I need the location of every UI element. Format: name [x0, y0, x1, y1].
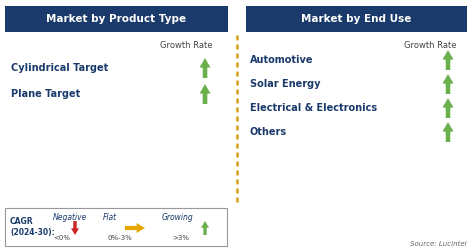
Text: Growing: Growing [162, 212, 194, 222]
Text: Electrical & Electronics: Electrical & Electronics [250, 103, 377, 113]
Text: Flat: Flat [103, 212, 117, 222]
Text: Market by Product Type: Market by Product Type [46, 14, 186, 24]
Text: CAGR: CAGR [10, 217, 34, 227]
Polygon shape [443, 74, 454, 94]
Polygon shape [125, 223, 145, 233]
Polygon shape [443, 50, 454, 70]
Polygon shape [200, 84, 211, 104]
Text: Source: Lucintel: Source: Lucintel [410, 241, 467, 247]
Text: >3%: >3% [172, 235, 189, 241]
Text: (2024-30):: (2024-30): [10, 228, 55, 236]
Text: <0%: <0% [53, 235, 70, 241]
Polygon shape [201, 221, 209, 235]
Text: Cylindrical Target: Cylindrical Target [11, 63, 108, 73]
FancyBboxPatch shape [5, 208, 227, 246]
Text: Negative: Negative [53, 212, 87, 222]
Polygon shape [200, 58, 211, 78]
Text: 0%-3%: 0%-3% [108, 235, 133, 241]
Text: Solar Energy: Solar Energy [250, 79, 320, 89]
FancyBboxPatch shape [5, 6, 228, 32]
Text: Plane Target: Plane Target [11, 89, 80, 99]
Text: Market by End Use: Market by End Use [301, 14, 412, 24]
Text: Growth Rate: Growth Rate [160, 42, 213, 50]
Polygon shape [71, 221, 79, 235]
Polygon shape [443, 98, 454, 118]
Text: Growth Rate: Growth Rate [404, 42, 456, 50]
Text: Automotive: Automotive [250, 55, 313, 65]
FancyBboxPatch shape [246, 6, 467, 32]
Polygon shape [443, 122, 454, 142]
Text: Others: Others [250, 127, 287, 137]
